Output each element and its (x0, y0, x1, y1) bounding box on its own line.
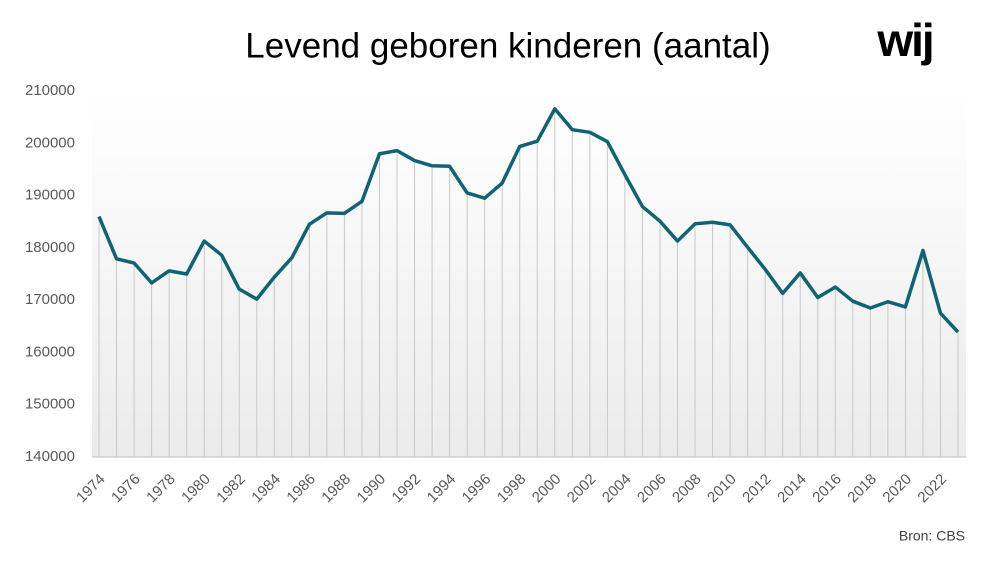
x-tick-label: 1990 (354, 471, 390, 507)
x-tick-label: 2002 (564, 471, 600, 507)
source-note: Bron: CBS (899, 528, 965, 544)
x-tick-label: 1978 (143, 471, 179, 507)
y-tick-label: 180000 (25, 239, 75, 256)
x-tick-label: 2020 (879, 471, 915, 507)
y-tick-label: 200000 (25, 134, 75, 151)
y-tick-label: 160000 (25, 343, 75, 360)
chart-title: Levend geboren kinderen (aantal) (245, 26, 770, 65)
x-tick-label: 2010 (704, 471, 740, 507)
x-tick-label: 2008 (669, 471, 705, 507)
logo: wij (876, 14, 932, 66)
x-tick-label: 2006 (634, 471, 670, 507)
y-tick-label: 190000 (25, 187, 75, 204)
x-tick-label: 1988 (318, 471, 354, 507)
x-tick-label: 2000 (529, 471, 565, 507)
y-tick-label: 170000 (25, 291, 75, 308)
x-tick-label: 2022 (914, 471, 950, 507)
x-tick-label: 2016 (809, 471, 845, 507)
x-tick-label: 2014 (774, 471, 810, 507)
x-tick-label: 1998 (494, 471, 530, 507)
x-tick-label: 1980 (178, 471, 214, 507)
y-tick-label: 150000 (25, 396, 75, 413)
x-tick-label: 1994 (424, 471, 460, 507)
plot-background (92, 91, 966, 457)
x-tick-label: 2018 (844, 471, 880, 507)
x-tick-label: 1992 (389, 471, 425, 507)
x-tick-label: 2004 (599, 471, 635, 507)
x-tick-label: 1996 (459, 471, 495, 507)
x-tick-label: 1974 (73, 471, 109, 507)
x-tick-label: 1984 (248, 471, 284, 507)
data-line (97, 107, 960, 334)
x-tick-label: 2012 (739, 471, 775, 507)
x-tick-label: 1986 (283, 471, 319, 507)
x-tick-label: 1982 (213, 471, 249, 507)
y-tick-label: 210000 (25, 82, 75, 99)
y-tick-label: 140000 (25, 448, 75, 465)
x-tick-label: 1976 (108, 471, 144, 507)
